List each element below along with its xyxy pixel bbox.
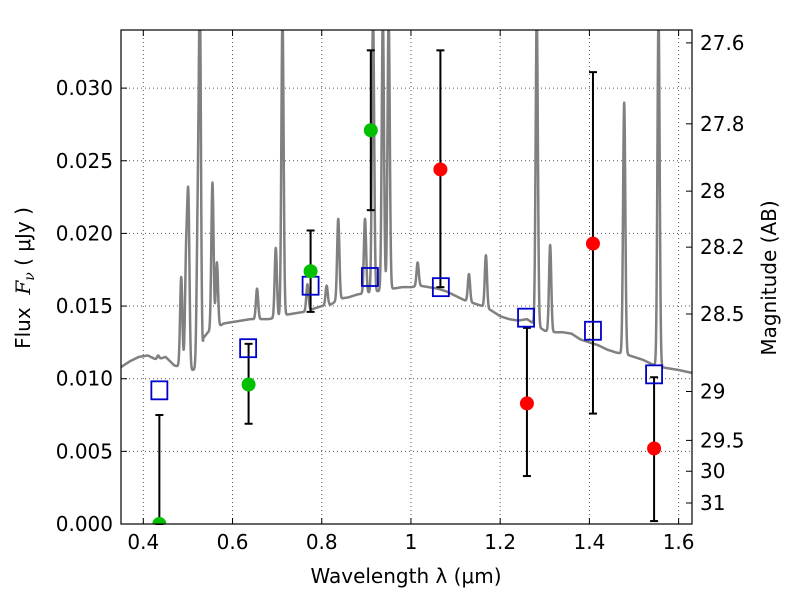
observed-point-red [519,396,534,411]
x-axis-label: Wavelength λ (μm) [310,564,501,588]
y-tick-label: 0.025 [56,149,113,173]
y-tick-label: 0.005 [56,439,113,463]
plot-area [121,30,692,524]
y-tick-label: 0.020 [56,221,113,245]
mag-tick-label: 31 [700,491,725,515]
model-points [150,267,663,401]
spectrum-line [121,30,692,375]
magnitude-axis-ticks: 27.6 27.8 28 28.2 28.5 29 29.5 30 31 [686,31,745,515]
model-square-marker [361,267,379,287]
y-tick-label: 0.030 [56,76,113,100]
mag-tick-label: 28.2 [700,235,745,259]
observed-point-green [363,123,378,138]
model-square-marker [584,320,602,341]
x-tick-label: 1 [405,530,418,554]
x-tick-label: 1.4 [573,530,605,554]
x-tick-label: 0.8 [306,530,338,554]
mag-tick-label: 27.6 [700,31,745,55]
spectrum [121,30,692,375]
y2-axis-label: Magnitude (AB) [757,200,781,355]
y-tick-label: 0.000 [56,512,113,536]
model-square-marker [645,364,663,385]
y-tick-label: 0.010 [56,367,113,391]
y-axis-ticks: 0.000 0.005 0.010 0.015 0.020 0.025 0.030 [56,76,127,536]
model-square-marker [239,338,258,359]
x-tick-label: 1.6 [663,530,695,554]
plot-background [121,30,692,524]
observed-point-red [433,162,448,177]
observed-point-red [585,236,600,251]
observed-point-red [647,441,662,456]
mag-tick-label: 28 [700,179,725,203]
axes-frame [120,29,693,525]
plot-frame [120,29,693,525]
x-tick-label: 0.4 [127,530,159,554]
mag-tick-label: 28.5 [700,302,745,326]
observed-point-green [303,264,318,279]
mag-tick-label: 29.5 [700,428,745,452]
y-tick-label: 0.015 [56,294,113,318]
observed-points [152,123,662,524]
x-tick-label: 0.6 [217,530,249,554]
model-square-marker [150,380,169,401]
model-square-marker [517,307,535,328]
y-axis-label: Flux Fν ( μJy ) [11,207,38,349]
mag-tick-label: 29 [700,379,725,403]
mag-tick-label: 27.8 [700,112,745,136]
x-axis-ticks: 0.4 0.6 0.8 1 1.2 1.4 1.6 [127,30,695,554]
mag-tick-label: 30 [700,459,725,483]
observed-point-green [152,517,167,524]
observed-point-green [241,377,256,392]
x-tick-label: 1.2 [484,530,516,554]
model-square-marker [431,277,450,298]
